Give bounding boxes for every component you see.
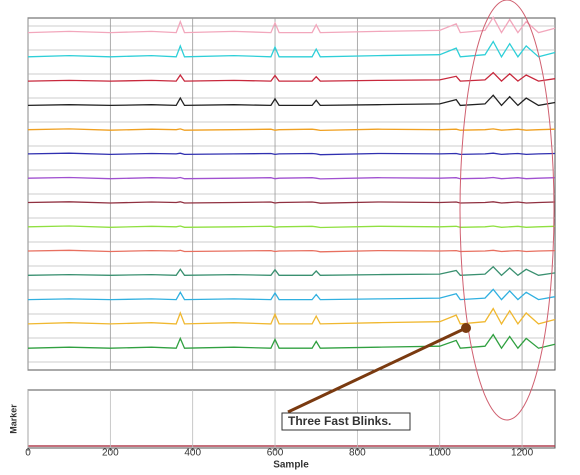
trace (27, 128, 556, 132)
x-tick-label: 800 (349, 448, 366, 459)
x-tick-label: 1000 (429, 448, 452, 459)
plot-layers: 0 200 400 600 800 1000 1200 (25, 16, 556, 459)
trace (27, 249, 556, 253)
highlight-ellipse (459, 0, 555, 421)
annotation-box (281, 412, 411, 431)
trace (27, 333, 556, 350)
x-tick-label: 200 (102, 448, 119, 459)
x-tick-label: 600 (267, 448, 284, 459)
x-tick-label: 400 (184, 448, 201, 459)
trace (27, 288, 556, 301)
trace (27, 71, 556, 82)
annotation-arrow (287, 326, 467, 414)
trace (27, 152, 556, 156)
trace (27, 225, 556, 229)
x-tick-label: 0 (25, 448, 31, 459)
trace (27, 16, 556, 34)
trace (27, 201, 556, 204)
annotation-dot (461, 323, 471, 333)
trace (27, 307, 556, 326)
y-axis-label: Marker (8, 404, 18, 434)
annotation-text: Three Fast Blinks. (288, 414, 391, 428)
x-tick-label: 1200 (511, 448, 534, 459)
trace (27, 265, 556, 277)
trace (27, 94, 556, 107)
trace (27, 176, 556, 180)
x-axis-label: Sample (273, 460, 309, 471)
trace (27, 40, 556, 59)
